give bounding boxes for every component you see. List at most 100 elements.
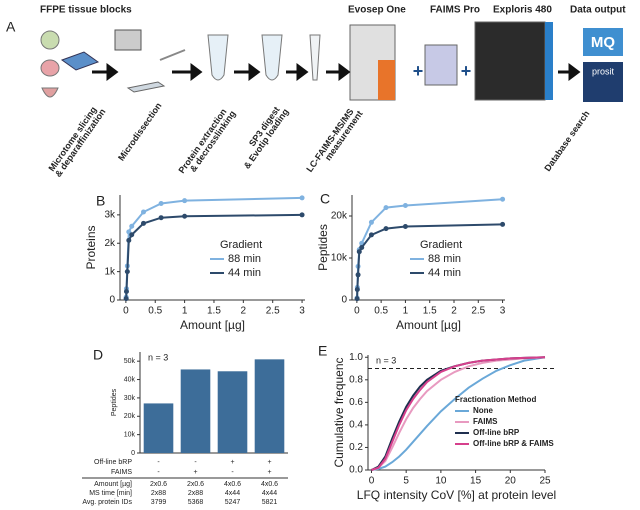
point: [123, 288, 129, 294]
point: [182, 213, 188, 219]
x-tick-label: 2: [451, 306, 457, 317]
annotation: n = 3: [148, 352, 168, 362]
y-tick-label: 20k: [124, 413, 136, 420]
y-tick-label: 20k: [331, 211, 348, 222]
x-axis-label: Amount [µg]: [180, 318, 245, 332]
legend-title: Gradient: [220, 239, 262, 251]
point: [359, 245, 365, 250]
x-tick-label: 2: [241, 306, 247, 317]
panel-letter: E: [318, 343, 327, 359]
y-tick-label: 0.4: [349, 420, 363, 431]
charts: B 0 1k 2k 3k Proteins 0 0.5 1 1.5 2 2.5 3 Amount [µg]…: [82, 191, 556, 506]
table-cell: 2x0.6: [150, 481, 167, 488]
y-axis-label: Cumulative frequenc: [332, 357, 346, 467]
y-tick-label: 30k: [124, 395, 136, 402]
x-axis-label: Amount [µg]: [396, 318, 461, 332]
y-axis-label: Peptides: [316, 224, 330, 271]
table-cell: 2x88: [188, 490, 203, 497]
panel-letter: B: [96, 193, 105, 209]
y-tick-label: 10k: [124, 431, 136, 438]
step-label: Microdissection: [116, 101, 163, 163]
table-cell: +: [267, 459, 271, 466]
panel-letter: C: [320, 191, 330, 207]
organ-icon: [41, 87, 59, 98]
table-row-label: Avg. protein IDs: [82, 499, 132, 506]
table-cell: +: [230, 459, 234, 466]
x-tick-label: 25: [539, 476, 551, 487]
legend-label: 44 min: [428, 267, 461, 279]
series-line: [371, 356, 546, 471]
table-row-label: Amount [µg]: [94, 481, 132, 488]
table-cell: 2x88: [151, 490, 166, 497]
table-cell: -: [157, 459, 160, 466]
series-line: [371, 356, 546, 471]
steps: Microtome slicing& deparaffinization Micr…: [47, 101, 592, 179]
point: [299, 195, 305, 201]
slide-icon: [126, 81, 166, 93]
x-tick-label: 1: [182, 306, 188, 317]
table-row-label: MS time [min]: [89, 490, 132, 497]
y-tick-label: 10k: [331, 253, 348, 264]
table-cell: 4x0.6: [261, 481, 278, 488]
x-tick-label: 2.5: [266, 306, 280, 317]
table-cell: +: [267, 469, 271, 476]
point: [368, 219, 374, 225]
needle-icon: [159, 49, 186, 61]
arrows: [92, 63, 581, 81]
x-tick-label: 1.5: [207, 306, 221, 317]
y-tick-label: 1k: [104, 266, 116, 277]
step-label: Microtome slicing: [47, 105, 99, 173]
point: [368, 232, 374, 238]
heading: Data output: [570, 5, 626, 16]
point: [126, 237, 132, 243]
table-cell: 4x44: [225, 490, 240, 497]
table-cell: 2x0.6: [187, 481, 204, 488]
point: [355, 272, 361, 278]
x-axis-label: LFQ intensity CoV [%] at protein level: [357, 488, 556, 502]
y-tick-label: 50k: [124, 358, 136, 365]
table-cell: 5368: [188, 499, 204, 506]
panel: B 0 1k 2k 3k Proteins 0 0.5 1 1.5 2 2.5 3 Amount [µg]…: [84, 193, 305, 332]
y-axis-label: Proteins: [84, 225, 98, 269]
point: [123, 296, 129, 302]
y-tick-label: 0: [131, 450, 135, 457]
legend-title: Gradient: [420, 239, 462, 251]
panel-letter: A: [6, 19, 16, 35]
point: [182, 198, 188, 204]
panel: D 0 10k 20k 30k 40k 50k Peptides n = 3 Off-line b…: [82, 347, 288, 506]
x-tick-label: 0.5: [148, 306, 162, 317]
bar: [143, 403, 174, 453]
y-tick-label: 0: [109, 295, 115, 306]
panel-a: A FFPE tissue blocks Evosep One FAIMS Pr…: [6, 5, 626, 179]
x-tick-label: 0: [369, 476, 375, 487]
y-tick-label: 2k: [104, 238, 116, 249]
point: [354, 287, 360, 292]
logo: [583, 28, 623, 56]
tube-icon: [207, 34, 229, 81]
step-label: LC-FAIMS-MS/MS: [304, 107, 355, 174]
series-line: [371, 356, 546, 471]
legend-title: Fractionation Method: [455, 395, 536, 404]
point: [140, 209, 146, 215]
series-line: [125, 196, 303, 298]
series-line: [125, 213, 303, 299]
annotation: n = 3: [376, 355, 396, 365]
bar: [254, 359, 285, 453]
legend-label: 88 min: [428, 253, 461, 265]
step-label: Database search: [542, 109, 591, 173]
x-tick-label: 0.5: [374, 306, 388, 317]
tube-icon: [261, 34, 283, 81]
logo-text: MQ: [591, 34, 615, 51]
table-row-label: Off-line bRP: [94, 459, 132, 466]
legend-label: 44 min: [228, 267, 261, 279]
y-tick-label: 0.2: [349, 442, 363, 453]
plus: +: [413, 61, 424, 81]
table-cell: 5247: [225, 499, 241, 506]
x-tick-label: 3: [500, 306, 506, 317]
legend-label: 88 min: [228, 253, 261, 265]
table-cell: 4x44: [262, 490, 277, 497]
x-tick-label: 1: [403, 306, 409, 317]
x-tick-label: 2.5: [471, 306, 485, 317]
table-cell: +: [193, 469, 197, 476]
